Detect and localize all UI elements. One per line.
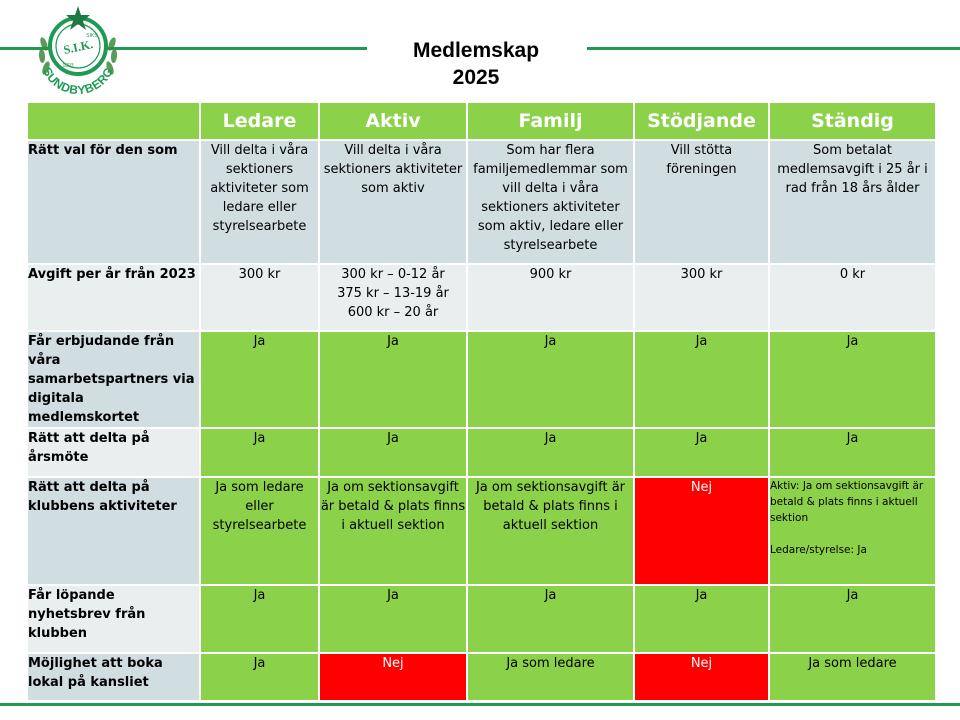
table-row: Rätt att delta på klubbens aktiviteter J… — [26, 476, 937, 586]
page-title-line1: Medlemskap — [412, 39, 540, 62]
table-cell: 0 kr — [768, 263, 937, 332]
table-cell: Ja — [318, 584, 468, 654]
table-header-row: Ledare Aktiv Familj Stödjande Ständig — [26, 101, 937, 141]
table-cell: Ja — [466, 427, 635, 478]
note-line: Aktiv: Ja om sektionsavgift är betald & … — [770, 480, 924, 524]
note-line: Ledare/styrelse: Ja — [770, 544, 867, 556]
table-cell: Vill delta i våra sektioners aktiviteter… — [199, 139, 320, 265]
row-label-arsmote: Rätt att delta på årsmöte — [26, 427, 201, 478]
page-title: Medlemskap 2025 — [370, 37, 582, 91]
row-label-avgift: Avgift per år från 2023 — [26, 263, 201, 332]
table-cell: Som betalat medlemsavgift i 25 år i rad … — [768, 139, 937, 265]
table-cell: Ja som ledare — [466, 652, 635, 702]
table-cell: Ja — [466, 584, 635, 654]
column-header-familj: Familj — [466, 101, 635, 141]
table-cell: Ja — [466, 330, 635, 429]
table-cell-notes: Aktiv: Ja om sektionsavgift är betald & … — [768, 476, 937, 586]
row-label-nyhetsbrev: Får löpande nyhetsbrev från klubben — [26, 584, 201, 654]
table-cell: Ja — [768, 330, 937, 429]
club-logo: S.I.K. SIKS 1893 SUNDBYBERG — [38, 6, 118, 97]
logo-small-text: SIKS — [86, 33, 98, 39]
fee-tier: 300 kr – 0-12 år — [341, 267, 445, 282]
header-rule-right — [587, 47, 960, 50]
column-header-stodjande: Stödjande — [633, 101, 770, 141]
fee-tier: 600 kr – 20 år — [347, 305, 439, 320]
membership-table: Ledare Aktiv Familj Stödjande Ständig Rä… — [26, 101, 937, 702]
row-label-boka-lokal: Möjlighet att boka lokal på kansliet — [26, 652, 201, 702]
row-label-ratt-val: Rätt val för den som — [26, 139, 201, 265]
table-cell: Ja — [199, 330, 320, 429]
header-corner — [26, 101, 201, 141]
table-row: Får löpande nyhetsbrev från klubben Ja J… — [26, 584, 937, 654]
table-cell: Ja om sektionsavgift är betald & plats f… — [466, 476, 635, 586]
logo-est: 1893 — [62, 63, 73, 69]
column-header-aktiv: Aktiv — [318, 101, 468, 141]
table-row: Rätt val för den som Vill delta i våra s… — [26, 139, 937, 265]
table-cell: Vill stötta föreningen — [633, 139, 770, 265]
table-cell: Ja — [768, 584, 937, 654]
column-header-ledare: Ledare — [199, 101, 320, 141]
row-label-erbjudande: Får erbjudande från våra samarbetspartne… — [26, 330, 201, 429]
table-cell: Vill delta i våra sektioners aktiviteter… — [318, 139, 468, 265]
table-row: Rätt att delta på årsmöte Ja Ja Ja Ja Ja — [26, 427, 937, 478]
table-cell-negative: Nej — [318, 652, 468, 702]
table-cell: 300 kr — [633, 263, 770, 332]
table-cell: Ja som ledare — [768, 652, 937, 702]
logo-initials: S.I.K. — [62, 37, 94, 57]
table-cell: Ja — [199, 584, 320, 654]
page-title-line2: 2025 — [452, 66, 500, 89]
table-cell: Ja som ledare eller styrelsearbete — [199, 476, 320, 586]
footer-rule — [0, 703, 960, 706]
table-cell-negative: Nej — [633, 476, 770, 586]
table-cell: Som har flera familjemedlemmar som vill … — [466, 139, 635, 265]
table-row: Avgift per år från 2023 300 kr 300 kr – … — [26, 263, 937, 332]
table-cell: Ja — [199, 652, 320, 702]
table-cell: 900 kr — [466, 263, 635, 332]
row-label-aktiviteter: Rätt att delta på klubbens aktiviteter — [26, 476, 201, 586]
header-rule-left — [0, 47, 367, 50]
table-cell: Ja — [633, 427, 770, 478]
column-header-standig: Ständig — [768, 101, 937, 141]
table-cell: Ja — [318, 330, 468, 429]
table-cell: Ja — [633, 584, 770, 654]
table-cell: Ja — [199, 427, 320, 478]
table-cell: Ja — [318, 427, 468, 478]
table-cell: Ja — [633, 330, 770, 429]
table-cell: 300 kr — [199, 263, 320, 332]
table-cell-negative: Nej — [633, 652, 770, 702]
table-row: Möjlighet att boka lokal på kansliet Ja … — [26, 652, 937, 702]
table-row: Får erbjudande från våra samarbetspartne… — [26, 330, 937, 429]
table-cell-fee-tiers: 300 kr – 0-12 år 375 kr – 13-19 år 600 k… — [318, 263, 468, 332]
fee-tier: 375 kr – 13-19 år — [337, 286, 449, 301]
table-cell: Ja — [768, 427, 937, 478]
table-cell: Ja om sektionsavgift är betald & plats f… — [318, 476, 468, 586]
